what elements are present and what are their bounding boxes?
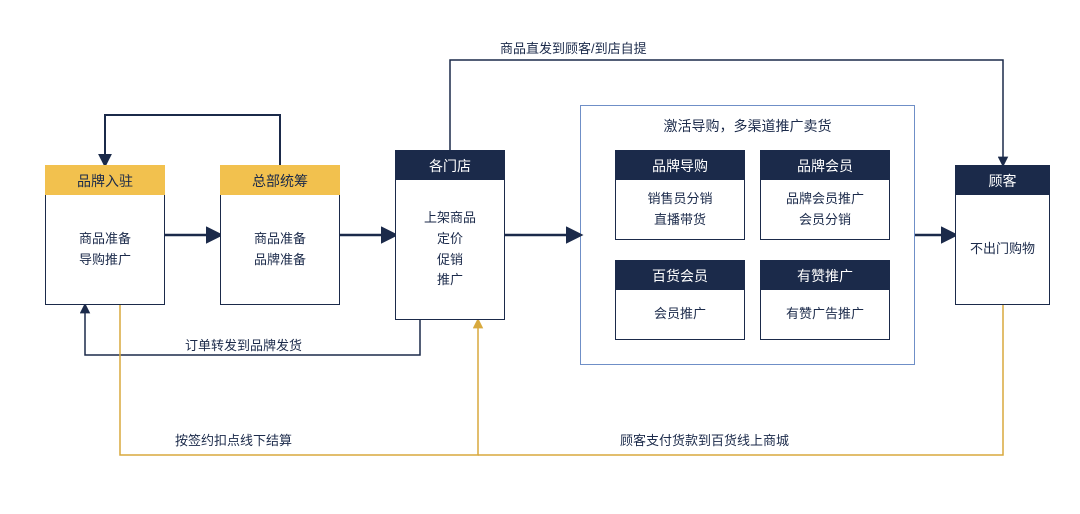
node-customer: 顾客不出门购物	[955, 165, 1050, 305]
node-hq: 总部统筹商品准备品牌准备	[220, 165, 340, 305]
node-customer-line: 不出门购物	[964, 239, 1041, 260]
node-store: 各门店上架商品定价促销推广	[395, 150, 505, 320]
node-customer-header: 顾客	[955, 165, 1050, 195]
node-hq-line: 商品准备	[229, 229, 331, 250]
node-store-line: 定价	[404, 229, 496, 250]
node-store-header: 各门店	[395, 150, 505, 180]
node-g2-header: 品牌会员	[760, 150, 890, 180]
node-g1-line: 销售员分销	[624, 189, 736, 210]
label-midBack: 订单转发到品牌发货	[185, 335, 302, 354]
label-bottomLeft: 按签约扣点线下结算	[175, 430, 292, 449]
node-g4-header: 有赞推广	[760, 260, 890, 290]
node-g1-body: 销售员分销直播带货	[615, 180, 745, 240]
node-store-line: 推广	[404, 270, 496, 291]
node-g3-header: 百货会员	[615, 260, 745, 290]
node-g4-line: 有赞广告推广	[769, 304, 881, 325]
node-g2-body: 品牌会员推广会员分销	[760, 180, 890, 240]
arrow-bottom-left	[120, 305, 478, 455]
node-brand-line: 商品准备	[54, 229, 156, 250]
node-g2-line: 品牌会员推广	[769, 189, 881, 210]
node-g2: 品牌会员品牌会员推广会员分销	[760, 150, 890, 240]
node-brand-line: 导购推广	[54, 250, 156, 271]
label-bottomRight: 顾客支付货款到百货线上商城	[620, 430, 789, 449]
node-g4: 有赞推广有赞广告推广	[760, 260, 890, 340]
node-g3-body: 会员推广	[615, 290, 745, 340]
node-brand: 品牌入驻商品准备导购推广	[45, 165, 165, 305]
node-g4-body: 有赞广告推广	[760, 290, 890, 340]
node-store-body: 上架商品定价促销推广	[395, 180, 505, 320]
node-g3: 百货会员会员推广	[615, 260, 745, 340]
node-g2-line: 会员分销	[769, 210, 881, 231]
node-g1: 品牌导购销售员分销直播带货	[615, 150, 745, 240]
node-brand-body: 商品准备导购推广	[45, 195, 165, 305]
label-top: 商品直发到顾客/到店自提	[500, 38, 647, 57]
node-hq-header: 总部统筹	[220, 165, 340, 195]
node-g1-line: 直播带货	[624, 210, 736, 231]
node-store-line: 上架商品	[404, 208, 496, 229]
node-g1-header: 品牌导购	[615, 150, 745, 180]
node-customer-body: 不出门购物	[955, 195, 1050, 305]
node-hq-body: 商品准备品牌准备	[220, 195, 340, 305]
group-title: 激活导购，多渠道推广卖货	[581, 106, 914, 136]
arrow-hq-to-brand-top	[105, 115, 280, 165]
node-brand-header: 品牌入驻	[45, 165, 165, 195]
node-hq-line: 品牌准备	[229, 250, 331, 271]
node-g3-line: 会员推广	[624, 304, 736, 325]
node-store-line: 促销	[404, 250, 496, 271]
